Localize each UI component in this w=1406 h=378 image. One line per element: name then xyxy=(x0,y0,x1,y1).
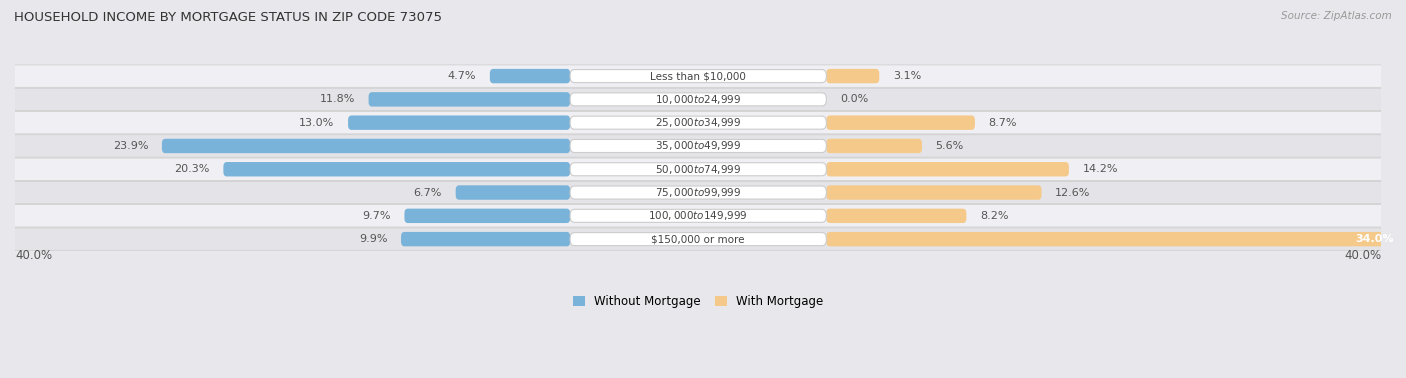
Text: 14.2%: 14.2% xyxy=(1083,164,1118,174)
Text: 11.8%: 11.8% xyxy=(319,94,354,104)
Text: $100,000 to $149,999: $100,000 to $149,999 xyxy=(648,209,748,222)
FancyBboxPatch shape xyxy=(827,232,1406,246)
Text: 34.0%: 34.0% xyxy=(1355,234,1393,244)
FancyBboxPatch shape xyxy=(569,116,827,129)
FancyBboxPatch shape xyxy=(7,158,1391,180)
Text: $25,000 to $34,999: $25,000 to $34,999 xyxy=(655,116,741,129)
FancyBboxPatch shape xyxy=(569,93,827,106)
Text: $35,000 to $49,999: $35,000 to $49,999 xyxy=(655,139,741,152)
Legend: Without Mortgage, With Mortgage: Without Mortgage, With Mortgage xyxy=(574,295,824,308)
FancyBboxPatch shape xyxy=(827,209,966,223)
Text: 9.7%: 9.7% xyxy=(363,211,391,221)
Text: 23.9%: 23.9% xyxy=(112,141,148,151)
FancyBboxPatch shape xyxy=(368,92,569,107)
Text: 5.6%: 5.6% xyxy=(935,141,965,151)
FancyBboxPatch shape xyxy=(7,228,1391,250)
Text: $10,000 to $24,999: $10,000 to $24,999 xyxy=(655,93,741,106)
Text: 12.6%: 12.6% xyxy=(1056,187,1091,198)
FancyBboxPatch shape xyxy=(405,209,569,223)
Text: 40.0%: 40.0% xyxy=(15,249,52,262)
Text: $150,000 or more: $150,000 or more xyxy=(651,234,745,244)
FancyBboxPatch shape xyxy=(456,185,569,200)
FancyBboxPatch shape xyxy=(569,70,827,83)
FancyBboxPatch shape xyxy=(569,232,827,246)
FancyBboxPatch shape xyxy=(569,139,827,152)
FancyBboxPatch shape xyxy=(827,162,1069,177)
FancyBboxPatch shape xyxy=(224,162,569,177)
Text: 13.0%: 13.0% xyxy=(299,118,335,128)
FancyBboxPatch shape xyxy=(489,69,569,83)
Text: 8.2%: 8.2% xyxy=(980,211,1008,221)
Text: Source: ZipAtlas.com: Source: ZipAtlas.com xyxy=(1281,11,1392,21)
FancyBboxPatch shape xyxy=(7,88,1391,110)
FancyBboxPatch shape xyxy=(827,139,922,153)
FancyBboxPatch shape xyxy=(7,135,1391,157)
FancyBboxPatch shape xyxy=(569,186,827,199)
FancyBboxPatch shape xyxy=(401,232,569,246)
Text: 8.7%: 8.7% xyxy=(988,118,1017,128)
FancyBboxPatch shape xyxy=(569,209,827,222)
Text: HOUSEHOLD INCOME BY MORTGAGE STATUS IN ZIP CODE 73075: HOUSEHOLD INCOME BY MORTGAGE STATUS IN Z… xyxy=(14,11,441,24)
Text: 40.0%: 40.0% xyxy=(1344,249,1382,262)
Text: 6.7%: 6.7% xyxy=(413,187,441,198)
Text: $50,000 to $74,999: $50,000 to $74,999 xyxy=(655,163,741,176)
FancyBboxPatch shape xyxy=(827,115,974,130)
Text: $75,000 to $99,999: $75,000 to $99,999 xyxy=(655,186,741,199)
Text: 4.7%: 4.7% xyxy=(447,71,477,81)
Text: 9.9%: 9.9% xyxy=(359,234,388,244)
FancyBboxPatch shape xyxy=(7,112,1391,134)
FancyBboxPatch shape xyxy=(7,65,1391,87)
FancyBboxPatch shape xyxy=(827,69,879,83)
FancyBboxPatch shape xyxy=(162,139,569,153)
FancyBboxPatch shape xyxy=(7,181,1391,204)
FancyBboxPatch shape xyxy=(827,185,1042,200)
Text: 0.0%: 0.0% xyxy=(839,94,869,104)
Text: 3.1%: 3.1% xyxy=(893,71,921,81)
FancyBboxPatch shape xyxy=(349,115,569,130)
Text: Less than $10,000: Less than $10,000 xyxy=(651,71,747,81)
FancyBboxPatch shape xyxy=(569,163,827,176)
Text: 20.3%: 20.3% xyxy=(174,164,209,174)
FancyBboxPatch shape xyxy=(7,204,1391,227)
